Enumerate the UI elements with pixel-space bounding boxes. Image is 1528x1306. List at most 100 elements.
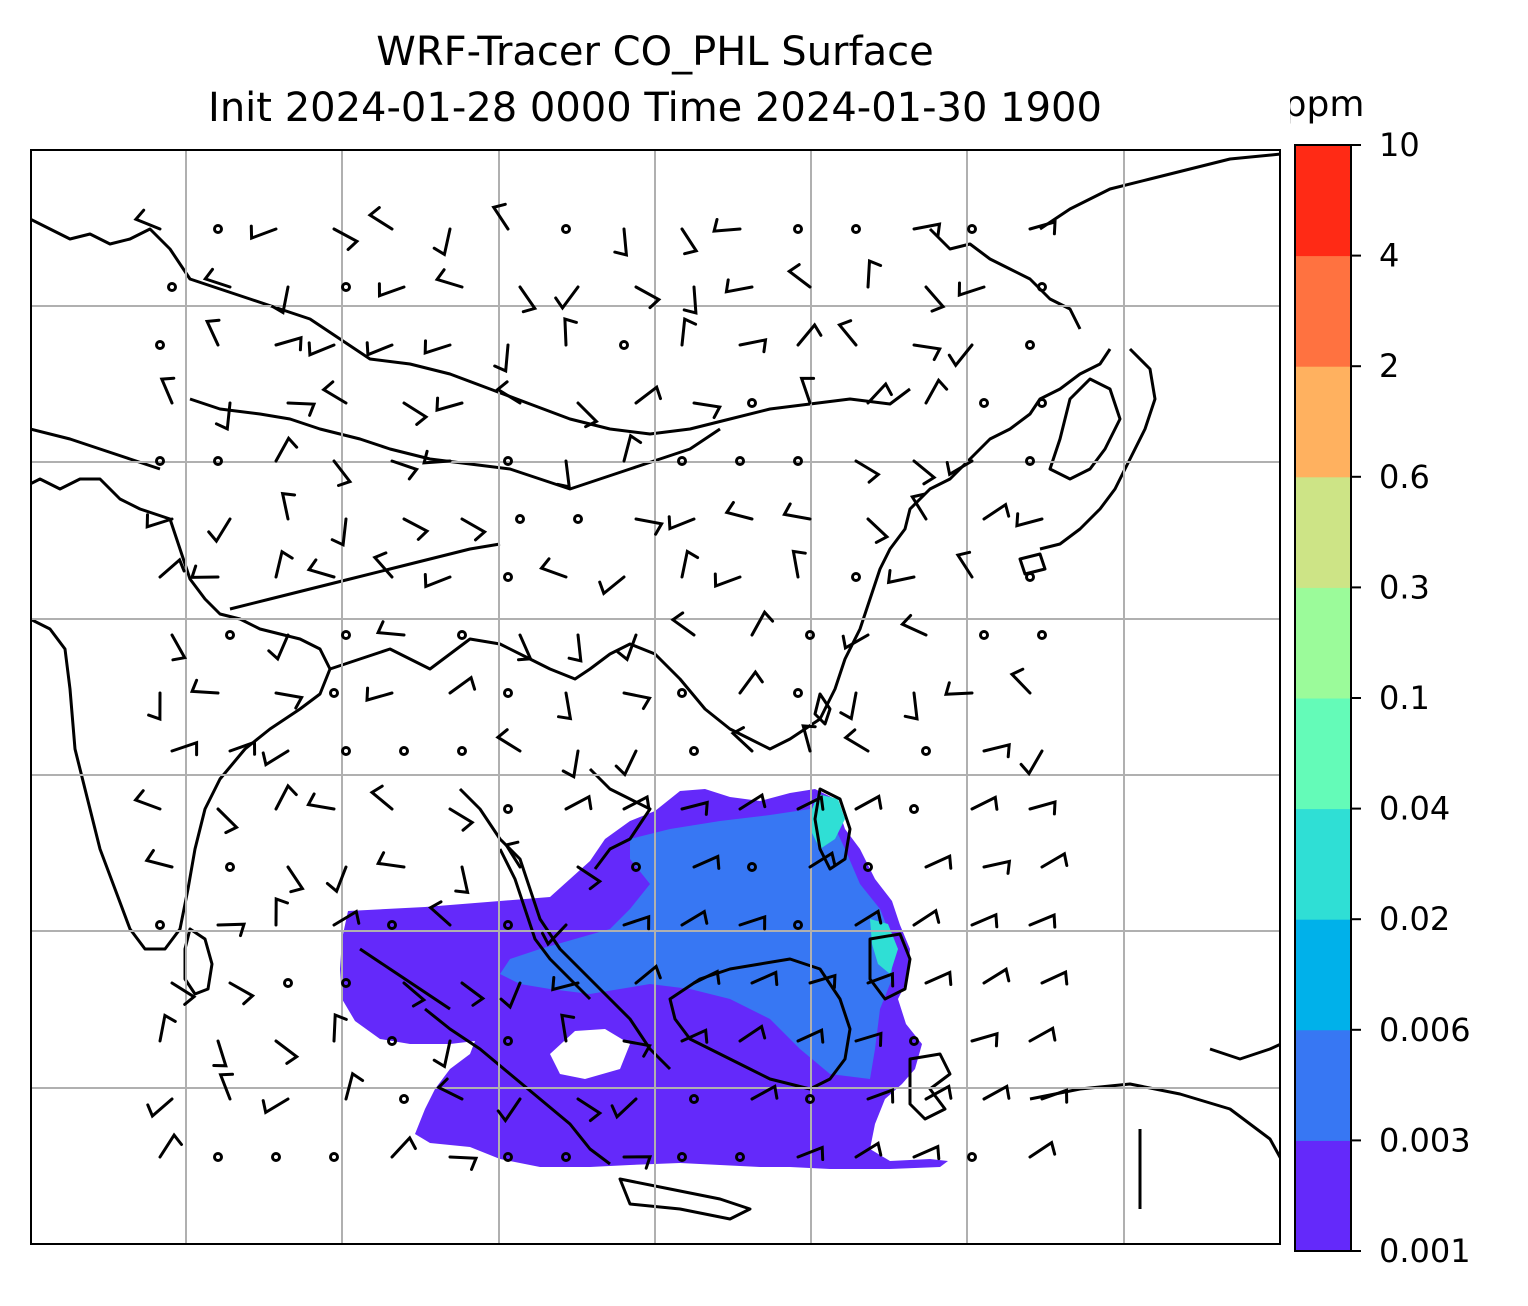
wind-barb xyxy=(634,285,662,310)
map-panel xyxy=(30,149,1281,1245)
wind-barb xyxy=(325,865,348,894)
wind-barb xyxy=(622,1155,653,1170)
wind-barb xyxy=(738,914,767,931)
wind-barb xyxy=(598,575,626,596)
wind-barb xyxy=(133,789,162,811)
calm-wind-circle xyxy=(341,746,351,756)
wind-barb xyxy=(622,794,651,811)
wind-barb xyxy=(158,557,186,579)
wind-barb xyxy=(274,691,304,710)
wind-barb xyxy=(738,338,768,354)
wind-barb xyxy=(854,1031,883,1047)
wind-barb xyxy=(982,1084,1011,1101)
colorbar-swatch xyxy=(1295,255,1351,367)
colorbar-tick-label: 0.6 xyxy=(1379,458,1430,496)
wind-barb xyxy=(271,285,290,315)
wind-barb xyxy=(738,669,764,695)
calm-wind-circle xyxy=(503,1152,513,1162)
wind-barb xyxy=(576,865,603,891)
wind-barb xyxy=(680,1028,709,1044)
colorbar-swatch xyxy=(1295,587,1351,699)
wind-barb xyxy=(854,1141,883,1159)
wind-barb xyxy=(402,401,429,426)
wind-barb xyxy=(680,316,698,347)
calm-wind-circle xyxy=(213,456,223,466)
calm-wind-circle xyxy=(735,456,745,466)
wind-barb xyxy=(1040,969,1069,986)
wind-barb xyxy=(622,914,651,931)
wind-barb xyxy=(390,459,420,481)
wind-barb xyxy=(561,749,580,780)
colorbar-swatch xyxy=(1295,698,1351,810)
wind-barb xyxy=(724,278,754,294)
wind-barb xyxy=(563,316,578,347)
calm-wind-circle xyxy=(677,1152,687,1162)
wind-barb xyxy=(854,909,883,927)
wind-barb xyxy=(796,322,823,347)
calm-wind-circle xyxy=(805,630,815,640)
wind-barb xyxy=(207,517,232,544)
wind-barb xyxy=(622,691,652,710)
wind-barb xyxy=(261,749,290,767)
wind-barb xyxy=(667,515,696,531)
wind-barb xyxy=(170,633,188,662)
wind-barb xyxy=(499,981,522,1010)
calm-wind-circle xyxy=(503,688,513,698)
calm-wind-circle xyxy=(793,224,803,234)
wind-barb xyxy=(712,218,742,233)
calm-wind-circle xyxy=(271,1152,281,1162)
wind-barb xyxy=(212,1039,228,1068)
calm-wind-circle xyxy=(735,1152,745,1162)
wind-barb xyxy=(216,807,240,835)
wind-barb xyxy=(554,285,580,311)
calm-wind-circle xyxy=(1037,630,1047,640)
wind-barbs xyxy=(133,202,1069,1171)
calm-wind-circle xyxy=(793,920,803,930)
calm-wind-circle xyxy=(793,688,803,698)
wind-barb xyxy=(970,1031,999,1048)
gridlines xyxy=(30,149,1281,1245)
colorbar-tick-label: 0.02 xyxy=(1379,900,1450,938)
calm-wind-circle xyxy=(155,340,165,350)
wind-barb xyxy=(924,377,949,405)
wind-barb xyxy=(738,792,767,811)
wind-barb xyxy=(866,258,883,289)
wind-barb xyxy=(796,1027,825,1044)
wind-barb xyxy=(924,285,946,313)
colorbar-swatch xyxy=(1295,808,1351,920)
colorbar-tick-label: 0.003 xyxy=(1379,1121,1471,1159)
calm-wind-circle xyxy=(341,630,351,640)
wind-barb xyxy=(786,263,812,289)
calm-wind-circle xyxy=(631,862,641,872)
wind-barb xyxy=(145,513,174,529)
wind-barb xyxy=(866,971,895,988)
map-subtitle: Init 2024-01-28 0000 Time 2024-01-30 190… xyxy=(208,85,1102,131)
wind-barb xyxy=(943,681,974,696)
wind-barb xyxy=(274,1039,300,1065)
wind-barb xyxy=(692,401,723,420)
wind-barb xyxy=(854,459,881,484)
calm-wind-circle xyxy=(967,224,977,234)
colorbar-swatch xyxy=(1295,919,1351,1031)
wind-barb xyxy=(286,401,317,417)
wind-barb xyxy=(808,850,837,869)
wind-barb xyxy=(1028,912,1057,929)
calm-wind-circle xyxy=(399,1094,409,1104)
calm-wind-circle xyxy=(1025,456,1035,466)
wind-barb xyxy=(912,1144,941,1161)
colorbar-tick-label: 0.1 xyxy=(1379,679,1430,717)
wind-barb xyxy=(460,517,488,542)
wind-barb xyxy=(306,558,336,579)
wind-barb xyxy=(738,1024,767,1043)
tracer-field xyxy=(340,789,948,1169)
calm-wind-circle xyxy=(851,224,861,234)
calm-wind-circle xyxy=(503,804,513,814)
wind-barb xyxy=(274,783,298,811)
calm-wind-circle xyxy=(387,920,397,930)
wind-barb xyxy=(306,792,336,811)
colorbar: ppm 0.001 0.003 0.006 0.02 0.04 0.1 0.3 0.6 2 4 10 xyxy=(1290,84,1471,1270)
tracer-field-high-2 xyxy=(870,919,898,974)
wind-barb xyxy=(1009,667,1032,695)
calm-wind-circle xyxy=(155,456,165,466)
wind-barb xyxy=(634,384,662,405)
